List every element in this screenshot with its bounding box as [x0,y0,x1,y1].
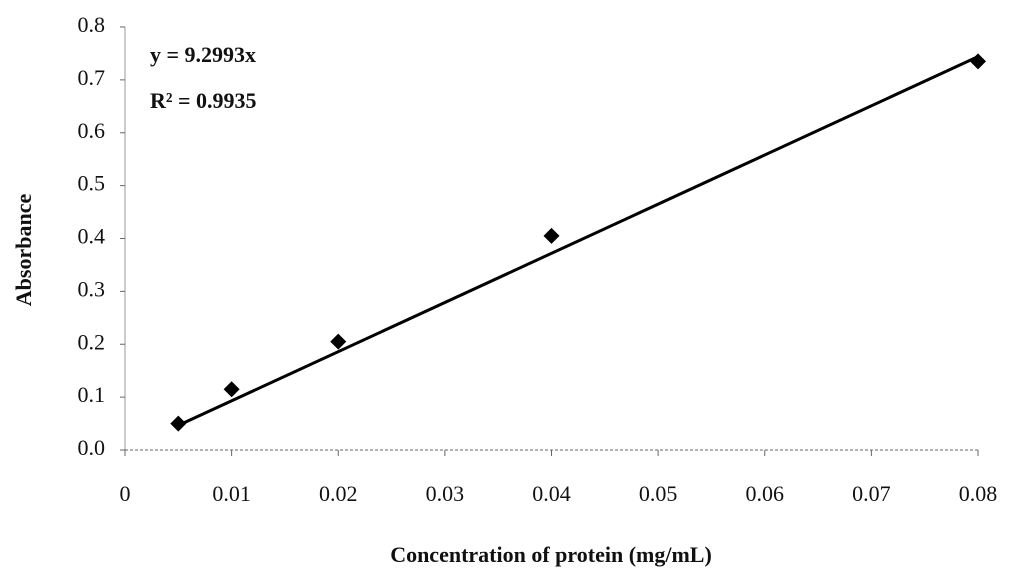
trendline [177,55,979,427]
y-tick-label: 0.5 [78,171,106,196]
y-tick-label: 0.4 [78,224,106,249]
x-tick-label: 0.02 [319,481,358,506]
y-tick-label: 0.0 [78,435,106,460]
x-tick-label: 0.04 [532,481,571,506]
y-tick-label: 0.1 [78,382,106,407]
x-tick-label: 0 [120,481,131,506]
y-tick-label: 0.7 [78,65,106,90]
x-tick-label: 0.08 [959,481,998,506]
y-axis-title: Absorbance [11,194,36,307]
trendline-r-squared: R² = 0.9935 [150,88,257,113]
y-tick-label: 0.2 [78,329,106,354]
data-point [170,415,187,432]
data-point [543,227,560,244]
x-tick-label: 0.05 [639,481,678,506]
y-tick-label: 0.8 [78,12,106,37]
trendline-equation: y = 9.2993x [150,42,256,67]
x-tick-label: 0.07 [852,481,891,506]
data-point [223,381,240,398]
data-point [330,333,347,350]
y-tick-label: 0.6 [78,118,106,143]
x-axis-title: Concentration of protein (mg/mL) [390,542,712,567]
y-tick-label: 0.3 [78,276,106,301]
x-tick-label: 0.01 [212,481,251,506]
x-tick-label: 0.06 [746,481,785,506]
x-tick-label: 0.03 [426,481,465,506]
data-point [970,53,986,70]
